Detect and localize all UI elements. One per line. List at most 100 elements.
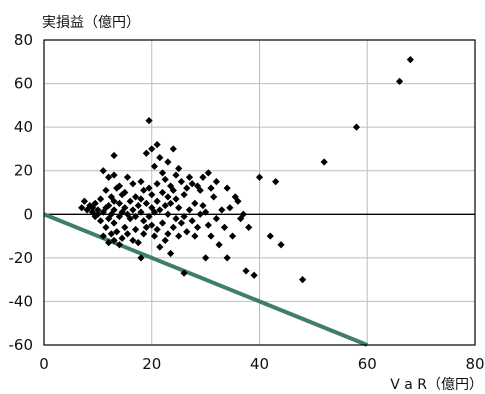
data-point [145, 212, 153, 221]
data-point [137, 195, 145, 203]
data-point [153, 180, 161, 188]
data-point [107, 210, 115, 218]
data-point [169, 223, 177, 231]
data-point [164, 230, 172, 238]
data-point [277, 241, 285, 249]
data-point [126, 215, 134, 223]
data-point [204, 169, 212, 177]
data-point [242, 267, 250, 275]
data-point [202, 254, 210, 262]
data-point [169, 145, 177, 153]
reference-line [43, 212, 368, 347]
data-point [94, 210, 102, 218]
data-point [110, 206, 118, 214]
data-point [110, 236, 118, 245]
y-tick-label: -20 [9, 249, 34, 267]
y-tick-label: 60 [14, 75, 33, 93]
data-point [255, 173, 264, 181]
data-point [185, 173, 194, 181]
data-point [212, 178, 220, 186]
data-point [94, 206, 102, 214]
data-point [150, 208, 159, 216]
data-point [118, 234, 126, 242]
x-tick-label: 20 [142, 355, 161, 373]
data-point [148, 221, 156, 229]
data-point [161, 236, 169, 245]
x-tick-label: 60 [358, 355, 377, 373]
data-point [180, 269, 188, 277]
data-point [105, 239, 113, 247]
data-point [115, 241, 124, 249]
x-axis-title: V a R（億円） [390, 377, 483, 393]
data-point [110, 171, 118, 179]
plot-frame [43, 39, 476, 346]
y-tick-label: 80 [14, 31, 33, 49]
data-point [239, 210, 247, 218]
data-point [99, 232, 107, 240]
data-point [110, 219, 118, 227]
data-point [96, 217, 105, 225]
data-point [172, 195, 180, 203]
y-tick-label: 20 [14, 162, 33, 180]
data-point [140, 186, 148, 194]
data-point [142, 149, 150, 157]
data-point [218, 206, 226, 214]
data-point [172, 171, 180, 179]
data-point [129, 236, 137, 245]
data-point [234, 197, 242, 205]
data-point [207, 232, 215, 240]
data-point [210, 193, 218, 201]
data-point [102, 186, 110, 194]
data-point [134, 239, 142, 247]
data-point [99, 167, 107, 175]
x-tick-label: 0 [39, 355, 49, 373]
data-point [110, 151, 118, 160]
data-point [196, 186, 204, 194]
data-point [121, 223, 129, 231]
data-point [199, 173, 207, 181]
data-point [196, 210, 204, 218]
data-point [137, 208, 145, 216]
data-point [188, 180, 196, 188]
data-point [320, 158, 328, 166]
reference-line-layer [43, 212, 368, 347]
data-point [177, 178, 185, 186]
y-tick-label: -60 [9, 336, 34, 354]
data-point [180, 191, 188, 199]
y-tick-label: -40 [9, 292, 34, 310]
data-point [91, 199, 99, 207]
data-point [212, 215, 220, 223]
data-point [223, 184, 231, 192]
data-point [177, 219, 185, 227]
data-point [172, 215, 180, 223]
data-point [148, 145, 156, 153]
data-point [107, 230, 115, 238]
data-point [78, 204, 86, 212]
data-point [113, 228, 121, 236]
data-point [102, 223, 110, 231]
data-point [167, 199, 175, 207]
data-point [226, 204, 234, 212]
data-point [158, 169, 167, 177]
data-point [150, 232, 159, 240]
grid-layer [44, 40, 475, 345]
data-point [167, 249, 175, 258]
data-point [158, 188, 167, 197]
data-point [140, 230, 148, 238]
data-point [137, 254, 145, 262]
data-point [129, 180, 137, 188]
data-point [161, 175, 169, 184]
data-point [220, 223, 229, 231]
data-point [199, 201, 207, 210]
y-axis-title: 実損益（億円） [42, 15, 140, 31]
data-point [156, 154, 164, 162]
data-point [140, 217, 148, 225]
data-point [215, 241, 223, 249]
data-point [123, 173, 132, 181]
data-point [175, 232, 183, 240]
data-point [156, 206, 164, 214]
data-point [126, 197, 134, 205]
data-point [223, 254, 231, 262]
data-point [142, 199, 150, 207]
